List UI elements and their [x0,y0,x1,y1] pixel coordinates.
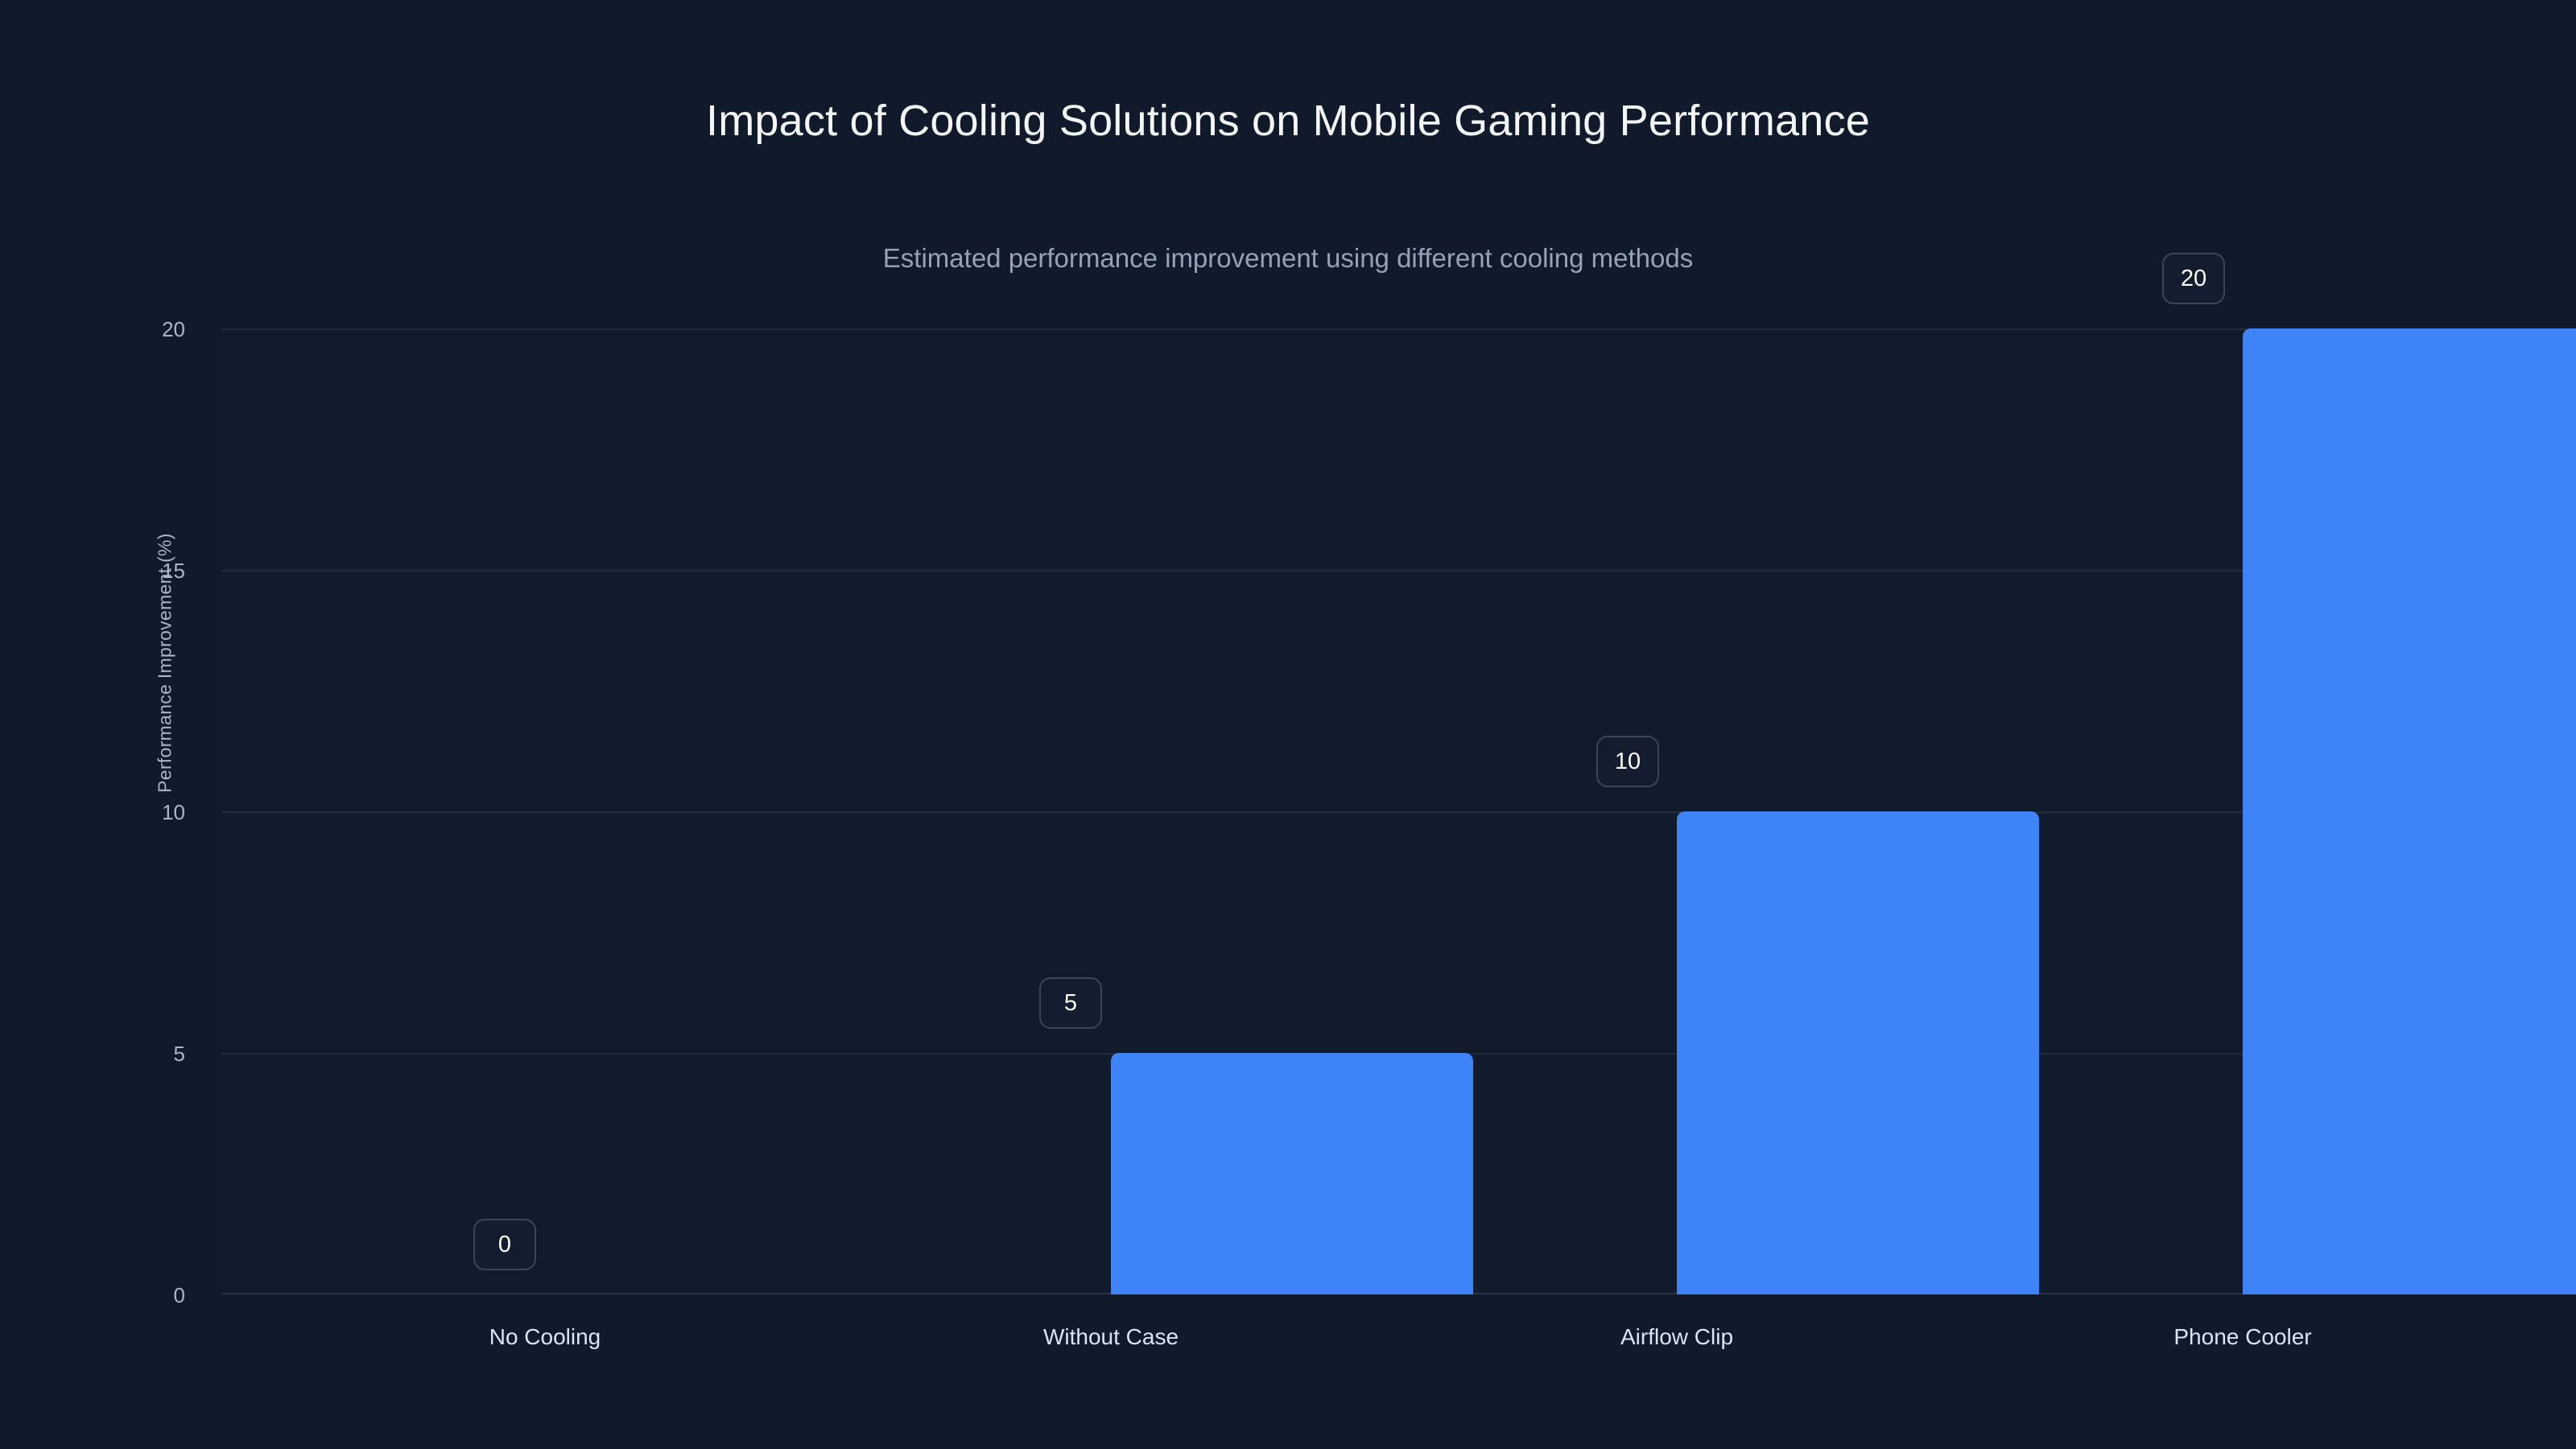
plot-area [221,328,2576,1294]
gridline-20 [221,328,2479,330]
gridline-10 [221,811,2479,813]
chart-title: Impact of Cooling Solutions on Mobile Ga… [706,97,1870,145]
y-tick-label-0: 0 [173,1283,185,1307]
value-badge-without-case: 5 [1039,977,1102,1029]
y-tick-label-20: 20 [162,317,185,341]
y-tick-label-15: 15 [162,559,185,583]
value-badge-airflow-clip: 10 [1596,736,1659,787]
bar-airflow-clip[interactable] [1677,811,2039,1294]
bar-phone-cooler[interactable] [2243,328,2576,1294]
bar-without-case[interactable] [1111,1053,1473,1294]
y-tick-label-5: 5 [173,1042,185,1066]
x-tick-label-phone-cooler: Phone Cooler [2174,1324,2312,1349]
x-tick-label-no-cooling: No Cooling [489,1324,601,1349]
x-tick-label-airflow-clip: Airflow Clip [1620,1324,1734,1349]
y-tick-label-10: 10 [162,800,185,824]
value-badge-phone-cooler: 20 [2162,253,2225,304]
gridline-15 [221,570,2479,572]
chart-subtitle: Estimated performance improvement using … [882,243,1694,273]
value-badge-no-cooling: 0 [473,1219,536,1270]
x-tick-label-without-case: Without Case [1042,1324,1179,1349]
